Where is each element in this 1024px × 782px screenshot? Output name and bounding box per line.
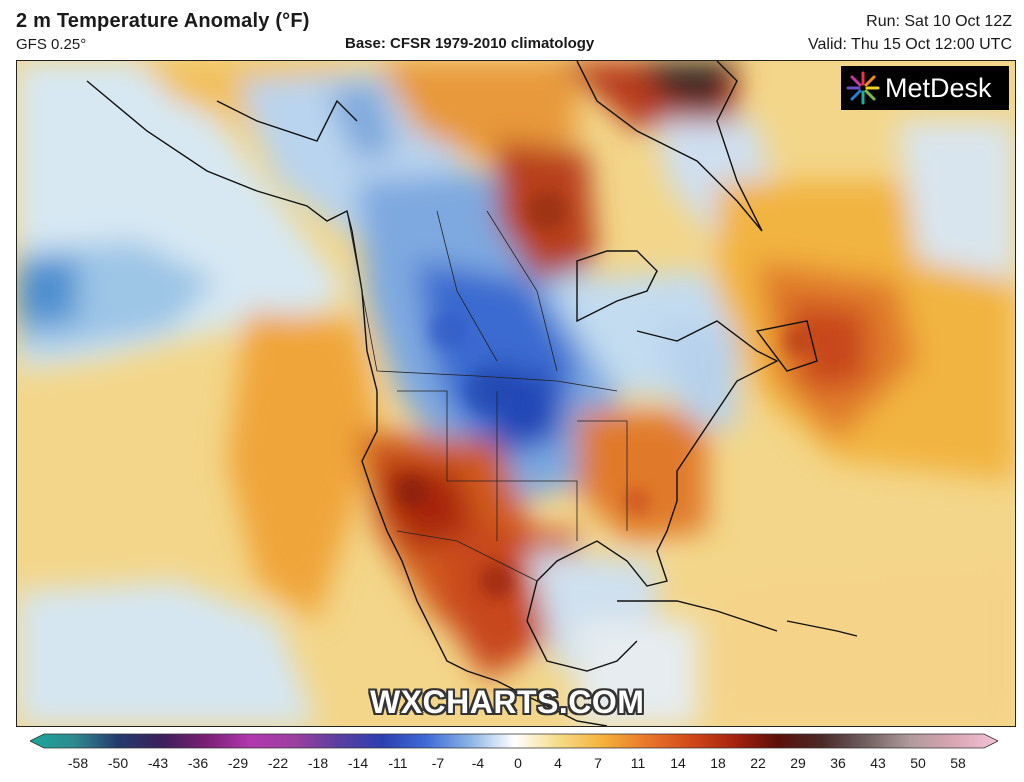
alaska-coast bbox=[216, 99, 358, 142]
legend-colorbar bbox=[29, 733, 999, 749]
province-line-1 bbox=[436, 210, 498, 362]
legend-tick-label: -22 bbox=[267, 755, 289, 771]
legend-tick-label: -11 bbox=[388, 755, 408, 771]
color-legend: -58 -50 -43 -36 -29 -22 -18 -14 -11 -7 -4 0 4 7 11 14 18… bbox=[29, 733, 999, 773]
us-canada-border bbox=[376, 370, 618, 392]
legend-tick-label: 11 bbox=[630, 755, 646, 771]
state-lines-west bbox=[397, 390, 498, 541]
legend-tick-label: -18 bbox=[307, 755, 329, 771]
boundaries bbox=[346, 210, 628, 582]
province-line-2 bbox=[486, 210, 558, 372]
legend-tick-label: -50 bbox=[107, 755, 129, 771]
logo-text: MetDesk bbox=[885, 72, 992, 103]
valid-time: Valid: Thu 15 Oct 12:00 UTC bbox=[808, 36, 1012, 53]
legend-tick-label: -43 bbox=[147, 755, 169, 771]
hispaniola-outline bbox=[786, 620, 858, 637]
legend-tick-label: 22 bbox=[750, 755, 766, 771]
legend-tick-label: 50 bbox=[910, 755, 926, 771]
legend-tick-label: -7 bbox=[431, 755, 445, 771]
wxcharts-watermark: WXCHARTS.COM bbox=[370, 684, 645, 720]
legend-tick-label: 0 bbox=[514, 755, 522, 771]
legend-tick-label: 14 bbox=[670, 755, 686, 771]
model-subtitle: GFS 0.25° bbox=[16, 36, 87, 53]
legend-tick-label: -58 bbox=[67, 755, 89, 771]
legend-tick-label: 58 bbox=[950, 755, 966, 771]
state-lines-east bbox=[577, 420, 628, 531]
coastlines bbox=[86, 61, 858, 726]
anomaly-detail bbox=[396, 191, 811, 599]
cuba-outline bbox=[617, 600, 778, 632]
pacific-coastline bbox=[86, 80, 608, 726]
metdesk-burst-icon bbox=[846, 71, 880, 105]
hudson-bay bbox=[576, 250, 658, 323]
anomaly-fields bbox=[17, 61, 1015, 726]
legend-tick-label: 4 bbox=[554, 755, 562, 771]
metdesk-logo: MetDesk bbox=[841, 66, 1009, 110]
legend-tick-label: -29 bbox=[227, 755, 249, 771]
us-mexico-border bbox=[396, 530, 538, 582]
climatology-base: Base: CFSR 1979-2010 climatology bbox=[345, 35, 595, 52]
legend-tick-label: -14 bbox=[347, 755, 369, 771]
anomaly-map bbox=[16, 60, 1016, 727]
alaska-canada-border bbox=[346, 210, 378, 372]
legend-tick-label: -36 bbox=[187, 755, 209, 771]
legend-tick-label: 29 bbox=[790, 755, 806, 771]
greenland-outline bbox=[576, 61, 763, 232]
chart-title: 2 m Temperature Anomaly (°F) bbox=[16, 10, 310, 32]
legend-tick-label: 43 bbox=[870, 755, 886, 771]
legend-tick-label: 36 bbox=[830, 755, 846, 771]
state-lines-central bbox=[496, 391, 578, 541]
newfoundland-outline bbox=[755, 320, 818, 372]
legend-tick-label: -4 bbox=[471, 755, 485, 771]
run-time: Run: Sat 10 Oct 12Z bbox=[866, 13, 1012, 30]
legend-tick-label: 18 bbox=[710, 755, 726, 771]
legend-tick-label: 7 bbox=[594, 755, 602, 771]
map-canvas bbox=[17, 61, 1015, 726]
atlantic-gulf-coast bbox=[526, 320, 779, 672]
